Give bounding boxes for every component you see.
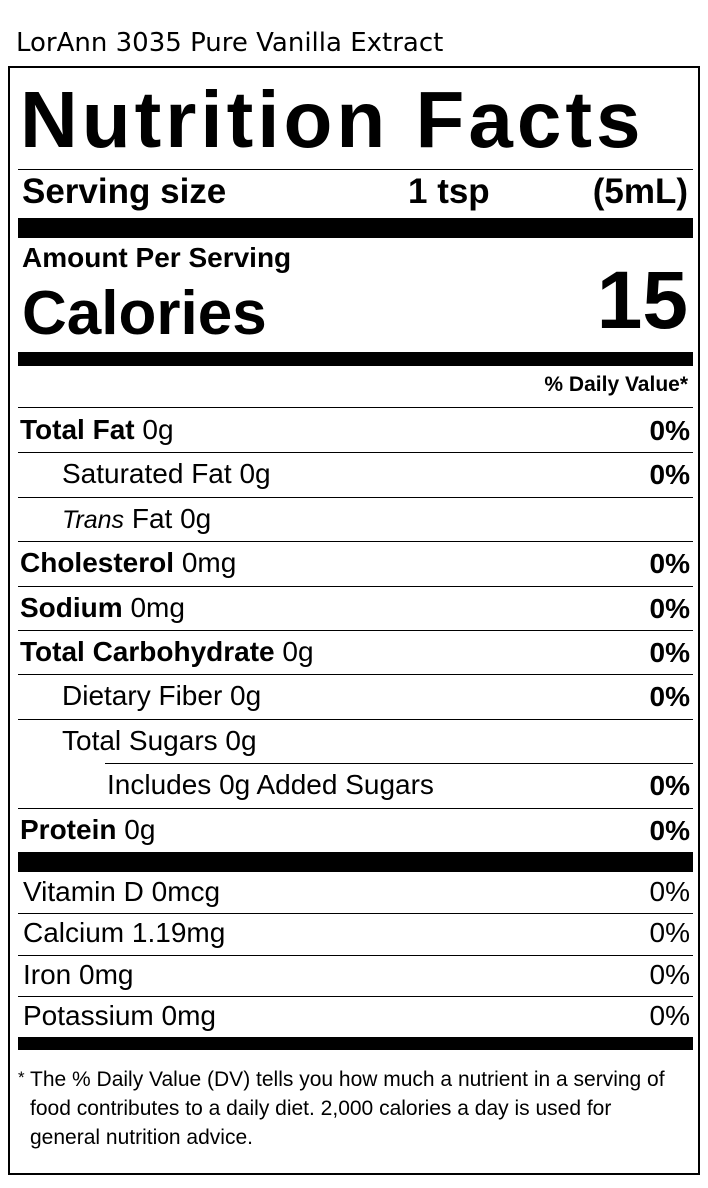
thick-bar [18,1037,693,1050]
nutrient-amount: 0mg [130,591,185,623]
vitamin-dv: 0% [649,999,690,1031]
rule [18,585,693,587]
vitamin-row: Potassium 0mg [23,1000,216,1032]
nutrient-row: Saturated Fat 0g [62,458,271,490]
vitamin-name: Calcium [23,917,125,949]
nutrient-row: Total Carbohydrate 0g [20,636,314,668]
nutrient-row: Cholesterol 0mg [20,547,236,579]
nutrient-row: Total Fat 0g [20,414,174,446]
vitamin-row: Vitamin D 0mcg [23,876,220,908]
nutrient-amount: 0g [225,724,257,756]
vitamin-row: Iron 0mg [23,959,134,991]
nutrient-row: Total Sugars 0g [62,725,257,757]
dv-header: % Daily Value* [544,373,688,396]
nutrient-name: Total Carbohydrate [20,636,275,667]
nutrient-row: Dietary Fiber 0g [62,680,261,712]
vitamin-dv: 0% [649,917,690,949]
footnote-marker: * [18,1068,25,1087]
serving-amount: 1 tsp [408,172,490,211]
vitamin-amount: 0mg [79,958,134,990]
amount-per-serving: Amount Per Serving [22,242,292,273]
nutrient-amount: 0g [142,414,174,445]
footnote-text: The % Daily Value (DV) tells you how muc… [30,1068,665,1149]
nutrient-row: Trans Fat 0g [62,503,211,535]
nutrient-amount: 0g [230,680,262,712]
vitamin-amount: 1.19mg [131,917,226,949]
vitamin-name: Potassium [23,999,154,1031]
vitamin-dv: 0% [649,876,690,907]
nutrient-dv: 0% [649,592,690,624]
rule [18,169,693,170]
rule [18,954,693,956]
serving-label: Serving size [22,172,227,211]
nutrient-name: Includes 0g Added Sugars [107,769,434,801]
rule [18,630,693,631]
nutrient-dv: 0% [649,681,690,713]
rule [18,718,693,720]
nutrient-name: Saturated Fat [62,458,232,490]
vitamin-name: Vitamin D [23,876,144,907]
nutrient-amount: 0g [282,636,314,667]
label-box [8,66,700,1175]
vitamin-amount: 0mg [161,999,216,1031]
calories-label: Calories [22,279,267,348]
nutrient-amount: 0g [124,813,156,845]
vitamin-dv: 0% [649,958,690,990]
serving-metric: (5mL) [592,172,688,211]
calories-value: 15 [596,255,688,346]
vitamin-name: Iron [23,958,72,990]
thick-bar [18,218,693,238]
thick-bar [18,852,693,872]
nutrient-dv: 0% [649,459,690,491]
vitamin-row: Calcium 1.19mg [23,917,225,949]
nutrient-name-italic: Trans [62,505,125,534]
nutrient-dv: 0% [649,415,690,446]
nutrient-name: Total Sugars [62,724,218,756]
rule [18,452,693,454]
nutrient-dv: 0% [649,637,690,668]
thick-bar [18,352,693,366]
rule [18,496,693,498]
nutrient-row: Sodium 0mg [20,592,185,624]
nutrient-dv: 0% [649,814,690,846]
nutrient-row: Includes 0g Added Sugars [107,769,434,801]
rule [18,407,693,408]
label-title: Nutrition Facts [20,75,645,164]
nutrient-amount: 0mg [181,547,237,579]
product-name: LorAnn 3035 Pure Vanilla Extract [16,28,444,58]
vitamin-amount: 0mcg [151,876,221,907]
nutrient-dv: 0% [649,770,690,802]
rule [105,763,693,765]
nutrient-name: Fat [131,502,173,534]
nutrient-amount: 0g [239,458,271,490]
nutrient-amount: 0g [180,502,212,534]
rule [18,995,693,997]
nutrient-name: Dietary Fiber [62,680,223,712]
nutrient-name: Total Fat [20,414,135,445]
rule [18,541,693,543]
nutrient-row: Protein 0g [20,814,155,846]
rule [18,913,693,915]
nutrient-dv: 0% [649,548,690,580]
nutrient-name: Cholesterol [20,547,175,579]
rule [18,674,693,676]
nutrient-name: Sodium [20,591,123,623]
nutrient-name: Protein [20,813,117,845]
rule [18,807,693,809]
